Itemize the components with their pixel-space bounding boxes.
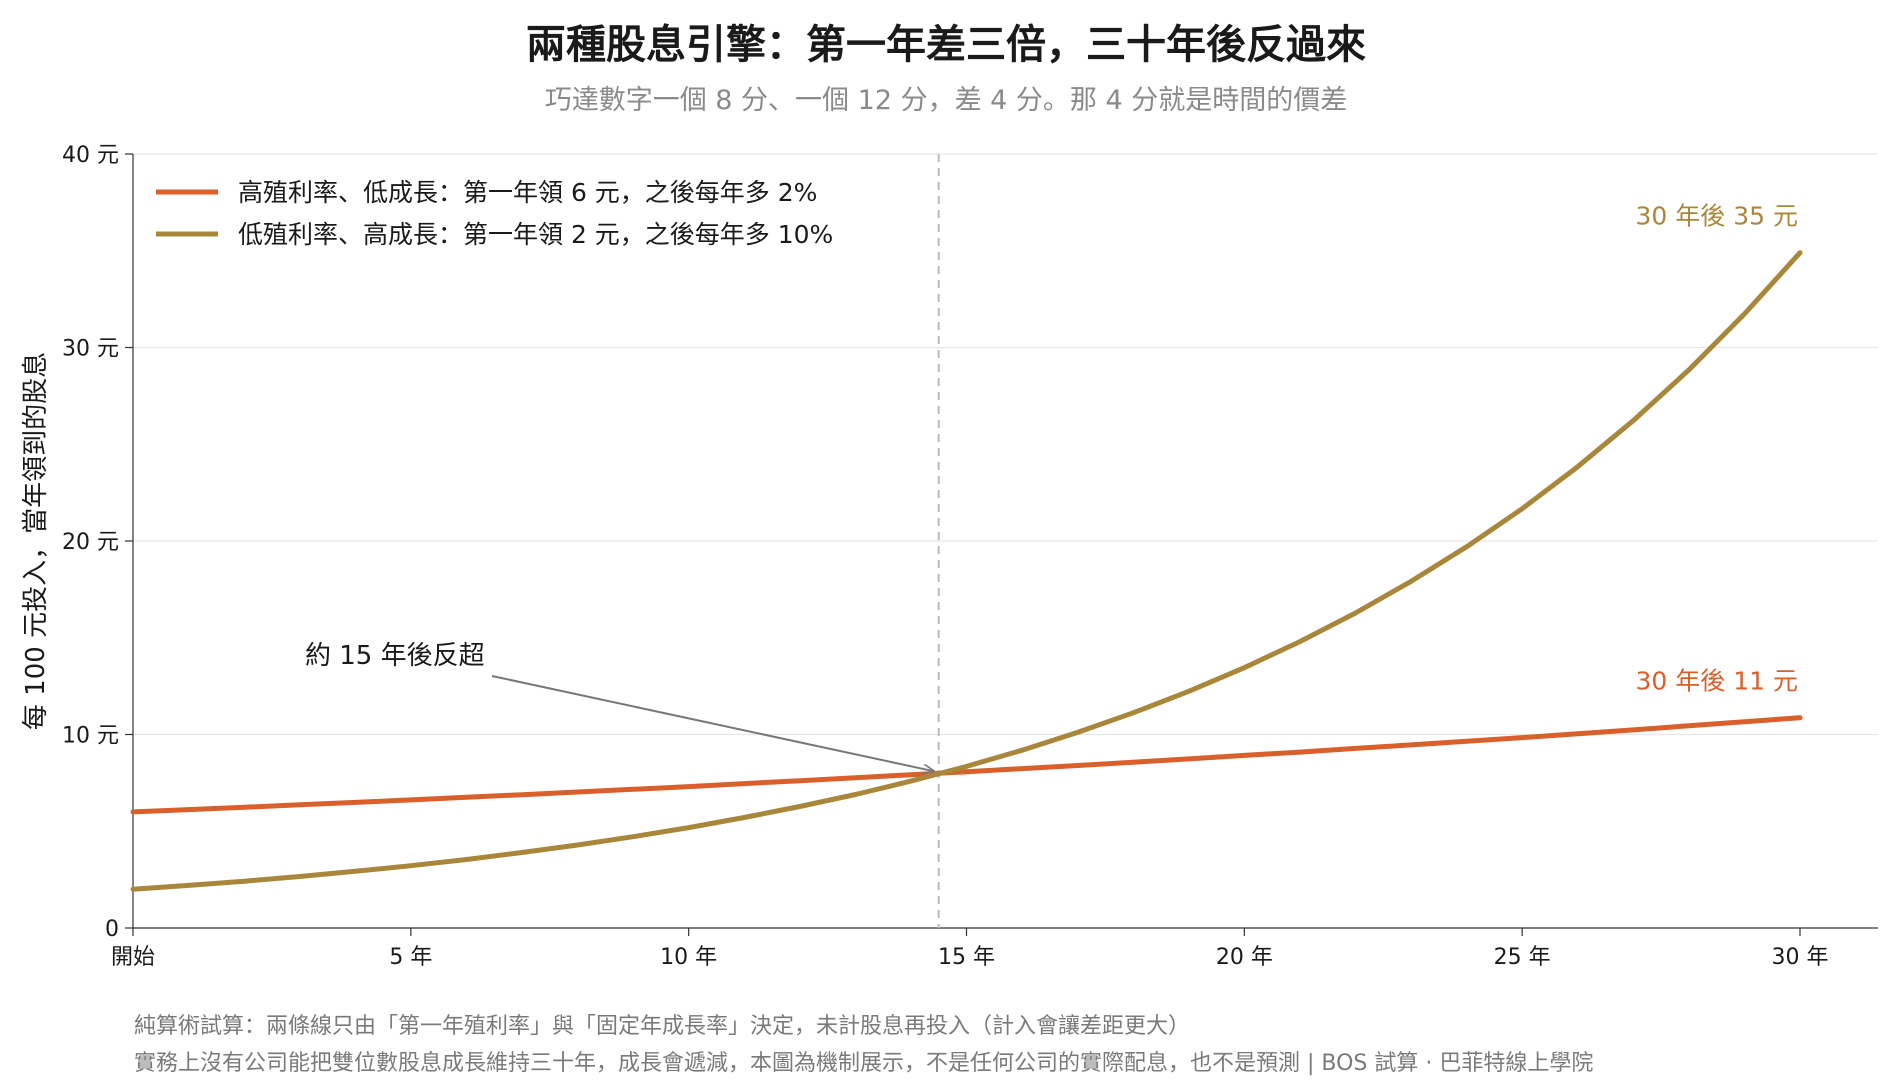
data-point-high-growth <box>1131 710 1136 715</box>
data-point-high-growth <box>464 857 469 862</box>
end-label-high-yield: 30 年後 11 元 <box>1636 667 1798 696</box>
y-tick-label: 20 元 <box>62 530 119 555</box>
x-tick-label: 20 年 <box>1216 945 1273 970</box>
data-point-high-growth <box>186 883 191 888</box>
data-point-high-yield <box>908 772 913 777</box>
y-tick-label: 40 元 <box>62 143 119 168</box>
data-point-high-yield <box>408 797 413 802</box>
data-point-high-growth <box>1242 665 1247 670</box>
y-axis-title: 每 100 元投入，當年領到的股息 <box>21 352 51 730</box>
data-point-high-yield <box>1242 753 1247 758</box>
data-point-high-yield <box>242 805 247 810</box>
data-point-high-growth <box>1409 579 1414 584</box>
footnote-disclaimer: 實務上沒有公司能把雙位數股息成長維持三十年，成長會遞減，本圖為機制展示，不是任何… <box>134 1051 1594 1076</box>
legend-label-high-growth: 低殖利率、高成長：第一年領 2 元，之後每年多 10% <box>238 220 833 249</box>
data-point-high-yield <box>519 792 524 797</box>
data-point-high-growth <box>1186 689 1191 694</box>
data-point-high-growth <box>964 764 969 769</box>
data-point-high-yield <box>1020 766 1025 771</box>
data-point-high-yield <box>1186 756 1191 761</box>
annotation-arrow <box>491 675 934 771</box>
data-point-high-yield <box>297 802 302 807</box>
end-label-high-growth: 30 年後 35 元 <box>1636 202 1798 231</box>
chart-subtitle: 巧達數字一個 8 分、一個 12 分，差 4 分。那 4 分就是時間的價差 <box>544 85 1348 116</box>
x-tick-label: 10 年 <box>660 945 717 970</box>
x-tick-label: 25 年 <box>1494 945 1551 970</box>
data-point-high-growth <box>131 887 136 892</box>
data-point-high-growth <box>1020 748 1025 753</box>
data-point-high-yield <box>1075 763 1080 768</box>
data-point-high-growth <box>853 792 858 797</box>
data-point-high-growth <box>1353 610 1358 615</box>
y-tick-label: 30 元 <box>62 337 119 362</box>
chart-title: 兩種股息引擎：第一年差三倍，三十年後反過來 <box>526 22 1366 68</box>
data-point-high-growth <box>1631 418 1636 423</box>
data-point-high-yield <box>1742 719 1747 724</box>
data-point-high-yield <box>575 789 580 794</box>
data-point-high-growth <box>1297 639 1302 644</box>
data-point-high-yield <box>1297 750 1302 755</box>
data-point-high-growth <box>1686 367 1691 372</box>
data-point-high-growth <box>408 863 413 868</box>
x-tick-label: 15 年 <box>938 945 995 970</box>
data-point-high-growth <box>297 874 302 879</box>
data-point-high-yield <box>353 800 358 805</box>
data-point-high-yield <box>1464 739 1469 744</box>
data-point-high-growth <box>519 850 524 855</box>
data-point-high-yield <box>797 778 802 783</box>
x-tick-label: 開始 <box>111 945 155 970</box>
y-tick-label: 0 <box>105 917 119 942</box>
data-point-high-growth <box>1464 544 1469 549</box>
data-point-high-growth <box>1575 464 1580 469</box>
data-point-high-growth <box>1075 730 1080 735</box>
data-point-high-growth <box>631 834 636 839</box>
x-tick-label: 5 年 <box>389 945 432 970</box>
data-point-high-yield <box>631 787 636 792</box>
legend-label-high-yield: 高殖利率、低成長：第一年領 6 元，之後每年多 2% <box>238 178 817 207</box>
data-point-high-growth <box>1798 250 1803 255</box>
data-point-high-growth <box>1742 312 1747 317</box>
data-point-high-growth <box>686 825 691 830</box>
series-line-high-growth <box>130 250 1803 892</box>
data-point-high-yield <box>686 784 691 789</box>
data-point-high-yield <box>964 769 969 774</box>
footnote-method: 純算術試算：兩條線只由「第一年殖利率」與「固定年成長率」決定，未計股息再投入（計… <box>134 1014 1191 1039</box>
data-point-high-yield <box>1686 723 1691 728</box>
data-point-high-growth <box>908 779 913 784</box>
data-point-high-yield <box>464 795 469 800</box>
data-point-high-growth <box>797 804 802 809</box>
annotation-text: 約 15 年後反超 <box>305 641 485 671</box>
series-line-high-yield <box>130 715 1803 815</box>
data-point-high-yield <box>1520 735 1525 740</box>
data-point-high-yield <box>1353 746 1358 751</box>
data-point-high-growth <box>242 879 247 884</box>
data-point-high-growth <box>353 869 358 874</box>
data-point-high-yield <box>131 809 136 814</box>
data-point-high-yield <box>1409 742 1414 747</box>
dividend-line-chart: 0 10 元 20 元 30 元 40 元開始 5 年 10 年 15 年 20 年 25 年 30… <box>21 143 1878 970</box>
data-point-high-yield <box>186 807 191 812</box>
data-point-high-yield <box>1631 727 1636 732</box>
data-point-high-growth <box>742 815 747 820</box>
data-point-high-yield <box>853 775 858 780</box>
y-tick-label: 10 元 <box>62 724 119 749</box>
x-tick-label: 30 年 <box>1772 945 1829 970</box>
data-point-high-growth <box>575 842 580 847</box>
data-point-high-yield <box>1798 715 1803 720</box>
data-point-high-yield <box>742 781 747 786</box>
data-point-high-growth <box>1520 506 1525 511</box>
data-point-high-yield <box>1575 731 1580 736</box>
data-point-high-yield <box>1131 760 1136 765</box>
